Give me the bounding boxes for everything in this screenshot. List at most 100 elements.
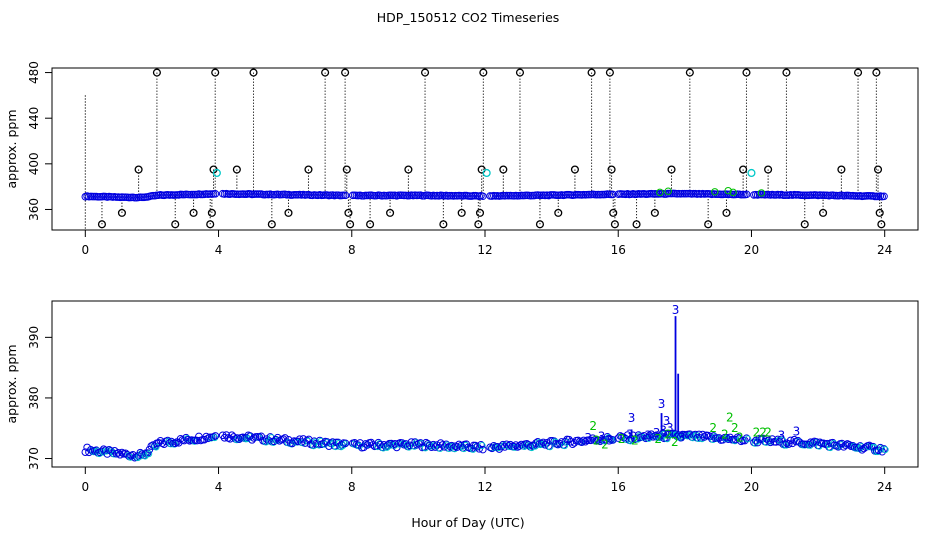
outlier-point (386, 208, 395, 217)
y-axis-label: approx. ppm (4, 109, 19, 188)
co2-point (288, 439, 297, 448)
co2-point (539, 438, 548, 447)
co2-point (565, 435, 573, 444)
outlier-point (474, 220, 483, 229)
outlier-point (206, 220, 215, 229)
co2-point (541, 440, 549, 449)
outlier-point (342, 165, 351, 174)
flag-label: 3 (663, 414, 671, 428)
co2-point (250, 434, 258, 442)
outlier-point (189, 208, 198, 217)
flag-label: 2 (736, 430, 744, 444)
flag1-point (212, 168, 221, 178)
x-tick-label: 20 (744, 243, 759, 257)
outlier-point (685, 68, 694, 77)
x-tick-label: 20 (744, 480, 759, 494)
co2-point (566, 438, 575, 446)
outlier-point (211, 68, 220, 77)
y-axis-label: approx. ppm (4, 344, 19, 423)
co2-point-alt (645, 434, 653, 442)
co2-point (698, 430, 707, 439)
flag-label: 2 (671, 435, 679, 449)
x-tick-label: 0 (81, 243, 89, 257)
co2-point (609, 190, 617, 199)
flag2-point (656, 188, 664, 197)
x-tick-label: 0 (81, 480, 89, 494)
outlier-point (587, 68, 596, 77)
flag-label: 3 (778, 428, 786, 442)
flag-label: 3 (666, 421, 674, 435)
outlier-point (341, 68, 350, 77)
co2-point-alt (145, 450, 153, 458)
x-tick-label: 16 (611, 243, 626, 257)
co2-point-alt (478, 442, 486, 449)
co2-point-alt (95, 450, 103, 458)
outlier-point (366, 220, 375, 229)
flag1-point (482, 168, 491, 178)
flag-label: 3 (606, 433, 614, 447)
flag-label: 2 (664, 427, 672, 441)
y-tick-label: 390 (27, 326, 41, 349)
flag-label: 3 (626, 427, 634, 441)
x-tick-label: 4 (215, 480, 223, 494)
co2-point (211, 432, 220, 440)
y-tick-label: 360 (27, 198, 41, 221)
x-tick-label: 12 (477, 243, 492, 257)
outlier-point (249, 68, 258, 77)
outlier-point (782, 68, 791, 77)
co2-point (614, 434, 623, 442)
flag-label: 2 (764, 425, 772, 439)
flag2-point (664, 187, 672, 195)
co2-point (341, 191, 350, 200)
outlier-point (439, 220, 448, 229)
outlier-point (800, 220, 809, 229)
flag-label: 2 (593, 433, 601, 447)
flag-label: 3 (659, 424, 667, 438)
co2-point (193, 436, 201, 445)
outlier-point (570, 165, 579, 174)
co2-point (171, 439, 179, 448)
co2-point (880, 192, 888, 201)
outlier-point (609, 208, 618, 217)
co2-point (719, 436, 727, 444)
flag-label: 2 (631, 433, 639, 447)
x-tick-label: 8 (348, 480, 356, 494)
flag-label: 2 (709, 421, 717, 435)
x-tick-label: 24 (877, 480, 892, 494)
outlier-point (479, 68, 488, 77)
outlier-point (97, 220, 107, 229)
co2-point (341, 439, 350, 448)
flag-label: 3 (678, 430, 686, 444)
outlier-point (877, 220, 886, 229)
flag2-point (711, 188, 719, 196)
outlier-point (232, 165, 241, 174)
flag-label: 2 (721, 427, 729, 441)
y-tick-label: 370 (27, 447, 41, 470)
co2-point (154, 439, 163, 447)
outlier-point (554, 208, 563, 217)
outlier-point (475, 208, 485, 217)
co2-point (184, 435, 192, 444)
co2-point (724, 435, 733, 443)
co2-point (479, 445, 487, 454)
flag-label: 3 (793, 424, 801, 438)
co2-point-alt (744, 435, 752, 443)
co2-point-alt (762, 438, 770, 446)
co2-point (649, 433, 658, 441)
outlier-point (420, 68, 430, 77)
co2-point (145, 445, 154, 454)
co2-point (731, 435, 740, 444)
co2-point (596, 437, 604, 446)
flag-label: 3 (628, 411, 636, 425)
outlier-point (764, 165, 773, 174)
x-tick-label: 24 (877, 243, 892, 257)
co2-point (515, 442, 524, 450)
outlier-point (739, 165, 748, 174)
outlier-point (284, 208, 293, 217)
outlier-point (605, 68, 614, 77)
co2-point (609, 436, 617, 444)
co2-point (281, 434, 289, 442)
flag-label: 2 (589, 419, 597, 433)
outlier-point (171, 220, 180, 229)
